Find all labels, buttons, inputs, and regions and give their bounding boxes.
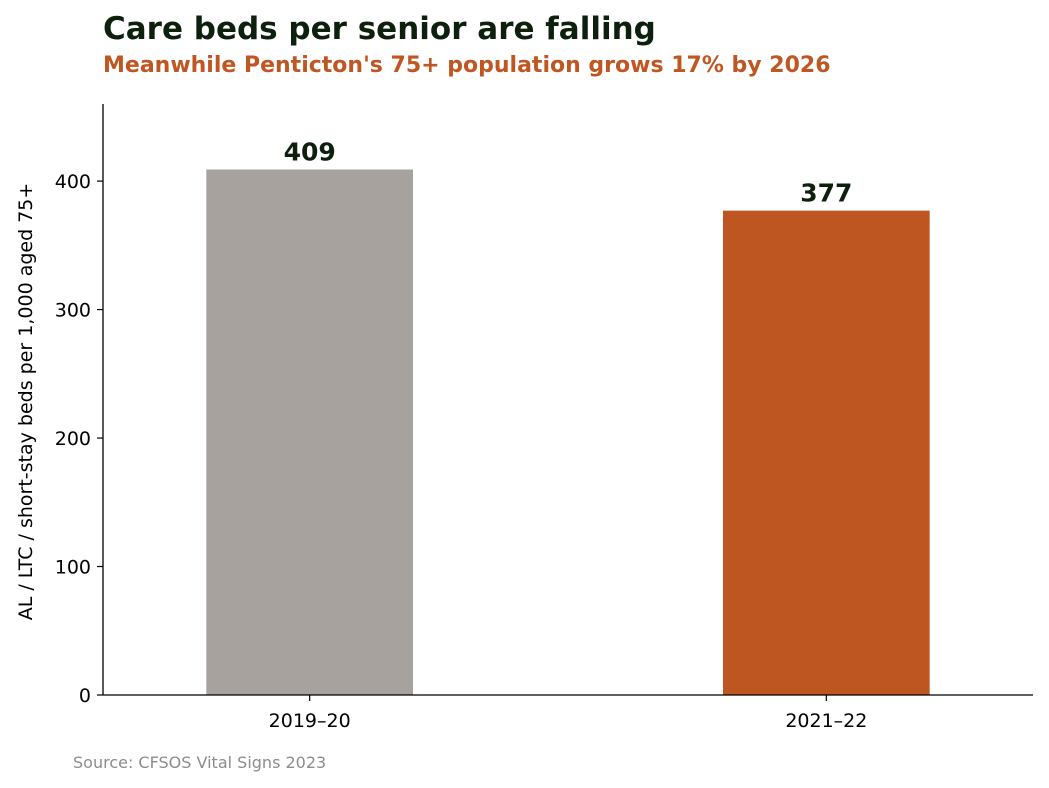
y-tick-label-200: 200 [55, 428, 91, 450]
bar-value-labels: 409 377 [284, 138, 853, 208]
chart-title: Care beds per senior are falling [103, 11, 656, 47]
y-tick-label-400: 400 [55, 171, 91, 193]
bar-2021-22 [723, 210, 930, 695]
bar-2019-20 [206, 169, 413, 695]
source-note: Source: CFSOS Vital Signs 2023 [73, 753, 327, 772]
x-tick-label-2019-20: 2019–20 [269, 710, 351, 732]
x-axis-ticks: 2019–20 2021–22 [269, 695, 867, 732]
y-tick-label-300: 300 [55, 300, 91, 322]
y-tick-label-0: 0 [79, 685, 91, 707]
bar-value-label-2019-20: 409 [284, 138, 336, 167]
y-axis-ticks: 0 100 200 300 400 [55, 171, 103, 707]
bar-value-label-2021-22: 377 [800, 179, 852, 208]
chart-subtitle: Meanwhile Penticton's 75+ population gro… [103, 53, 831, 78]
y-tick-label-100: 100 [55, 557, 91, 579]
y-axis-title: AL / LTC / short-stay beds per 1,000 age… [15, 183, 37, 621]
x-tick-label-2021-22: 2021–22 [785, 710, 867, 732]
bars [206, 169, 930, 695]
